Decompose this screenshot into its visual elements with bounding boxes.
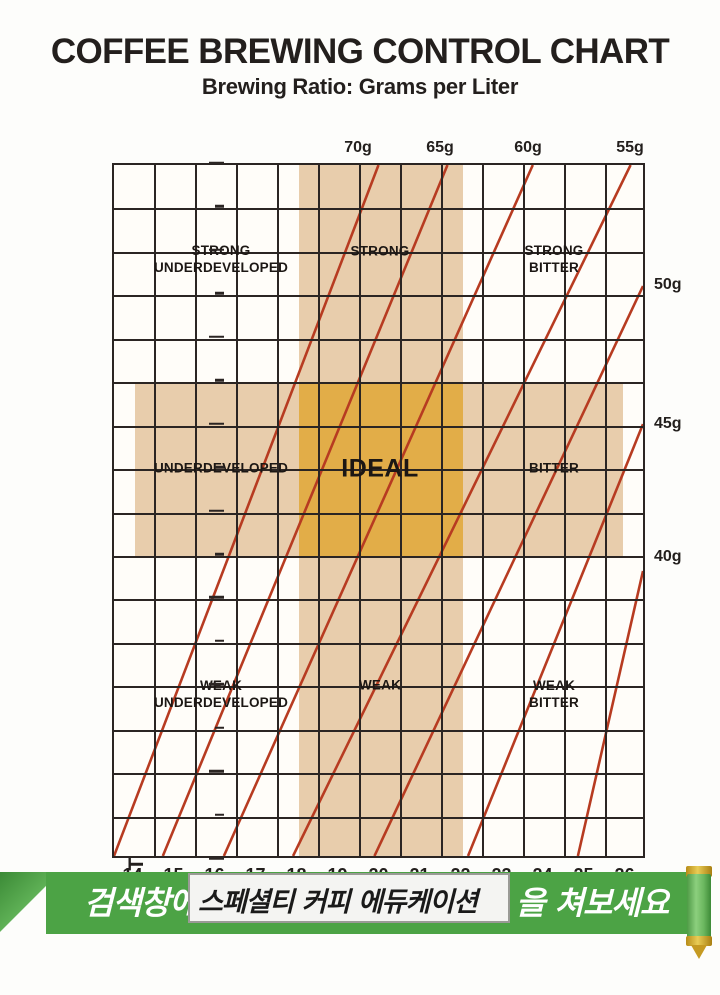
ratio-line-60g — [222, 165, 535, 856]
gridline-horizontal — [114, 208, 643, 211]
pencil-body — [687, 874, 711, 940]
banner-fold-corner — [0, 872, 46, 934]
page-title: COFFEE BREWING CONTROL CHART — [50, 32, 670, 71]
zone-line-1: WEAK — [532, 678, 576, 694]
y-tick-mark-minor — [215, 813, 224, 816]
banner-search-keyword[interactable]: 스페셜티 커피 에듀케이션 — [198, 887, 478, 918]
gridline-vertical — [482, 165, 484, 856]
y-tick-mark — [209, 509, 224, 512]
zone-line-1: UNDERDEVELOPED — [154, 461, 288, 478]
gridline-horizontal — [114, 469, 643, 472]
ratio-label-top-65g: 65g — [426, 139, 454, 156]
gridline-vertical — [154, 165, 156, 856]
gridline-vertical — [564, 165, 566, 856]
y-tick-mark-minor — [215, 726, 224, 729]
y-tick-mark-minor — [215, 378, 224, 382]
gridline-horizontal — [114, 816, 643, 819]
zone-label-ideal: IDEAL — [341, 453, 419, 484]
y-tick-mark — [209, 683, 224, 686]
zone-line-2: BITTER — [529, 260, 579, 275]
ratio-label-top-55g: 55g — [616, 139, 644, 156]
y-tick-mark-minor — [215, 552, 224, 556]
zone-label-weak: WEAK — [359, 678, 401, 695]
pencil-ferrule-top — [686, 866, 712, 877]
zone-label-underdeveloped: UNDERDEVELOPED — [154, 461, 288, 478]
gridline-horizontal — [114, 686, 643, 689]
banner-text-right: 을 쳐보세요 — [516, 884, 669, 922]
zone-line-1: STRONG — [154, 243, 288, 260]
ratio-line-55g — [291, 165, 632, 856]
gridline-horizontal — [114, 599, 643, 602]
gridline-vertical — [236, 165, 238, 856]
zone-line-1: STRONG — [350, 243, 410, 259]
ratio-label-top-60g: 60g — [514, 139, 542, 156]
y-tick-mark — [209, 769, 224, 773]
gridline-vertical — [195, 165, 197, 856]
gridline-vertical — [523, 165, 525, 856]
ratio-label-right-50g: 50g — [654, 276, 682, 293]
plot-area: STRONG UNDERDEVELOPED STRONG STRONG BITT… — [112, 163, 645, 858]
banner-search-box[interactable] — [188, 873, 510, 923]
zone-line-1: IDEAL — [341, 454, 419, 483]
gridline-vertical — [359, 165, 361, 856]
gridline-vertical — [605, 165, 607, 856]
gridline-horizontal — [114, 338, 643, 341]
ratio-label-right-45g: 45g — [654, 415, 682, 432]
gridline-horizontal — [114, 556, 643, 558]
y-tick-mark — [209, 596, 224, 599]
gridline-horizontal — [114, 512, 643, 515]
zone-line-1: STRONG — [524, 243, 584, 259]
zone-label-weak-bitter: WEAK BITTER — [529, 678, 579, 712]
page-subtitle: Brewing Ratio: Grams per Liter — [201, 74, 519, 99]
pencil-tip — [691, 945, 707, 959]
zone-label-bitter: BITTER — [529, 461, 579, 478]
zone-line-2: BITTER — [529, 695, 579, 710]
zone-line-1: WEAK — [199, 678, 243, 694]
ratio-line-40g — [576, 570, 643, 856]
gridline-horizontal — [114, 729, 643, 732]
chart-container: STRENGTH | Solubles Concentration | Perc… — [112, 139, 682, 885]
y-tick-mark — [209, 335, 224, 339]
gridline-horizontal — [114, 425, 643, 428]
y-tick-mark-minor — [215, 205, 224, 208]
brewing-ratio-lines — [114, 165, 643, 856]
ideal-region — [298, 382, 463, 556]
gridline-horizontal — [114, 642, 643, 645]
y-tick-mark — [209, 248, 224, 252]
pencil-icon — [684, 862, 714, 960]
zone-label-weak-underdeveloped: WEAK UNDERDEVELOPED — [154, 678, 288, 712]
gridline-vertical — [318, 165, 320, 856]
gridline-horizontal — [114, 251, 643, 254]
pencil-ferrule-bottom — [686, 936, 712, 946]
title-block: COFFEE BREWING CONTROL CHART Brewing Rat… — [0, 34, 720, 100]
y-tick-mark — [209, 856, 224, 860]
zone-label-strong: STRONG — [351, 244, 410, 261]
gridline-horizontal — [114, 295, 643, 298]
ratio-line-45g — [466, 423, 643, 856]
zone-label-strong-bitter: STRONG BITTER — [525, 243, 584, 277]
gridline-vertical — [400, 165, 402, 856]
y-tick-mark-minor — [215, 292, 224, 295]
ratio-label-right-40g: 40g — [654, 548, 682, 565]
y-tick-mark-minor — [215, 639, 224, 643]
y-tick-mark-minor — [215, 465, 224, 469]
gridline-horizontal — [114, 382, 643, 385]
zone-line-1: BITTER — [529, 460, 579, 476]
y-tick-mark — [209, 422, 224, 425]
gridline-horizontal — [114, 773, 643, 776]
zone-label-strong-underdeveloped: STRONG UNDERDEVELOPED — [154, 243, 288, 277]
ratio-line-70g — [114, 165, 380, 856]
ratio-label-top-70g: 70g — [344, 139, 372, 156]
zone-line-2: UNDERDEVELOPED — [153, 260, 289, 275]
zone-line-2: UNDERDEVELOPED — [153, 695, 289, 710]
y-tick-mark — [209, 161, 224, 165]
gridline-vertical — [277, 165, 279, 856]
ratio-line-50g — [373, 285, 643, 856]
banner-text-left: 검색창에 — [84, 884, 199, 922]
zone-line-1: WEAK — [358, 677, 402, 693]
gridline-vertical — [441, 165, 443, 856]
